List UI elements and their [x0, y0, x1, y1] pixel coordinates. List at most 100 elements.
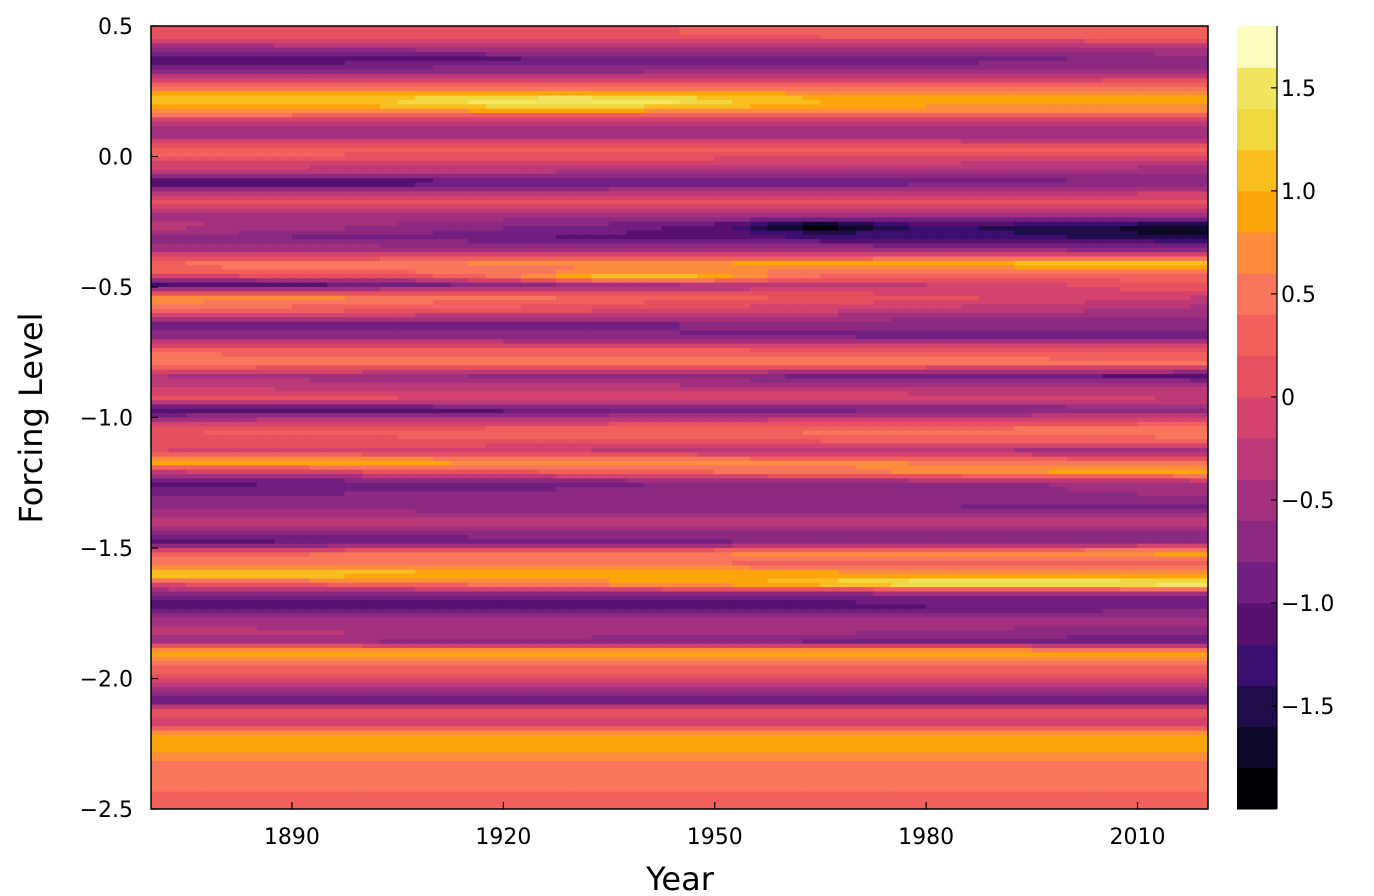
contour-cell	[732, 287, 751, 292]
contour-cell	[1119, 326, 1139, 332]
contour-cell	[890, 73, 910, 79]
contour-cell	[151, 365, 170, 371]
contour-cell	[1137, 352, 1156, 358]
contour-cell	[1137, 291, 1156, 297]
contour-cell	[732, 73, 751, 79]
contour-cell	[838, 291, 857, 297]
contour-cell	[732, 152, 751, 158]
contour-cell	[168, 30, 187, 36]
contour-cell	[362, 369, 381, 375]
contour-cell	[291, 317, 311, 323]
contour-cell	[890, 195, 910, 201]
contour-cell	[926, 252, 945, 258]
contour-cell	[1067, 134, 1086, 140]
contour-cell	[679, 121, 698, 127]
contour-cell	[1119, 295, 1139, 301]
contour-cell	[785, 243, 804, 249]
contour-cell	[203, 73, 223, 79]
contour-cell	[1119, 230, 1139, 236]
contour-cell	[644, 30, 663, 36]
contour-cell	[661, 191, 681, 197]
contour-cell	[1102, 108, 1121, 114]
contour-cell	[943, 152, 962, 158]
contour-cell	[697, 308, 716, 314]
contour-cell	[186, 195, 205, 201]
contour-cell	[714, 352, 733, 358]
contour-cell	[256, 143, 275, 149]
contour-cell	[926, 247, 945, 253]
contour-cell	[239, 65, 258, 71]
contour-cell	[1067, 330, 1086, 336]
contour-cell	[714, 365, 733, 371]
contour-cell	[415, 134, 434, 140]
contour-cell	[256, 86, 275, 92]
contour-cell	[802, 34, 822, 40]
contour-cell	[1172, 178, 1191, 184]
contour-cell	[1084, 247, 1103, 253]
contour-cell	[732, 239, 751, 245]
contour-cell	[802, 82, 822, 88]
contour-cell	[344, 195, 363, 201]
contour-cell	[1137, 113, 1156, 118]
contour-cell	[415, 287, 434, 292]
contour-cell	[309, 287, 328, 292]
contour-cell	[626, 287, 645, 292]
contour-cell	[221, 221, 240, 227]
contour-cell	[1119, 139, 1139, 145]
contour-cell	[1137, 304, 1156, 310]
contour-cell	[274, 330, 293, 336]
contour-cell	[943, 234, 962, 240]
contour-cell	[802, 365, 822, 371]
contour-cell	[344, 313, 363, 319]
contour-cell	[838, 139, 857, 145]
contour-cell	[1084, 243, 1103, 249]
contour-cell	[908, 217, 927, 223]
contour-cell	[573, 260, 593, 266]
contour-cell	[503, 234, 522, 240]
contour-cell	[362, 382, 381, 388]
contour-cell	[943, 204, 962, 210]
contour-cell	[1190, 317, 1208, 323]
contour-cell	[820, 156, 839, 162]
contour-cell	[362, 82, 381, 88]
contour-cell	[926, 226, 945, 232]
contour-cell	[432, 226, 452, 232]
contour-cell	[397, 260, 416, 266]
contour-cell	[749, 204, 769, 210]
contour-cell	[1031, 287, 1051, 292]
contour-cell	[785, 339, 804, 345]
contour-cell	[661, 160, 681, 166]
contour-cell	[714, 208, 733, 214]
contour-cell	[661, 369, 681, 375]
contour-cell	[749, 78, 769, 84]
contour-cell	[485, 195, 504, 201]
contour-cell	[186, 269, 205, 275]
contour-cell	[151, 374, 170, 379]
contour-cell	[1102, 130, 1121, 136]
contour-cell	[503, 352, 522, 358]
contour-cell	[503, 356, 522, 362]
contour-cell	[186, 160, 205, 166]
contour-cell	[538, 104, 557, 110]
contour-cell	[520, 108, 540, 114]
contour-cell	[344, 360, 363, 366]
contour-cell	[1067, 334, 1086, 340]
contour-cell	[1119, 200, 1139, 205]
contour-cell	[362, 256, 381, 262]
contour-cell	[327, 365, 346, 371]
contour-cell	[168, 165, 187, 171]
contour-cell	[943, 374, 962, 379]
contour-cell	[908, 321, 927, 327]
contour-cell	[1172, 73, 1191, 79]
contour-cell	[978, 278, 998, 284]
contour-cell	[556, 230, 575, 236]
contour-cell	[203, 295, 223, 301]
contour-cell	[785, 204, 804, 210]
contour-cell	[327, 30, 346, 36]
contour-cell	[1155, 134, 1174, 140]
contour-cell	[397, 186, 416, 192]
contour-cell	[520, 243, 540, 249]
contour-cell	[168, 313, 187, 319]
contour-cell	[1190, 382, 1208, 388]
contour-cell	[520, 321, 540, 327]
